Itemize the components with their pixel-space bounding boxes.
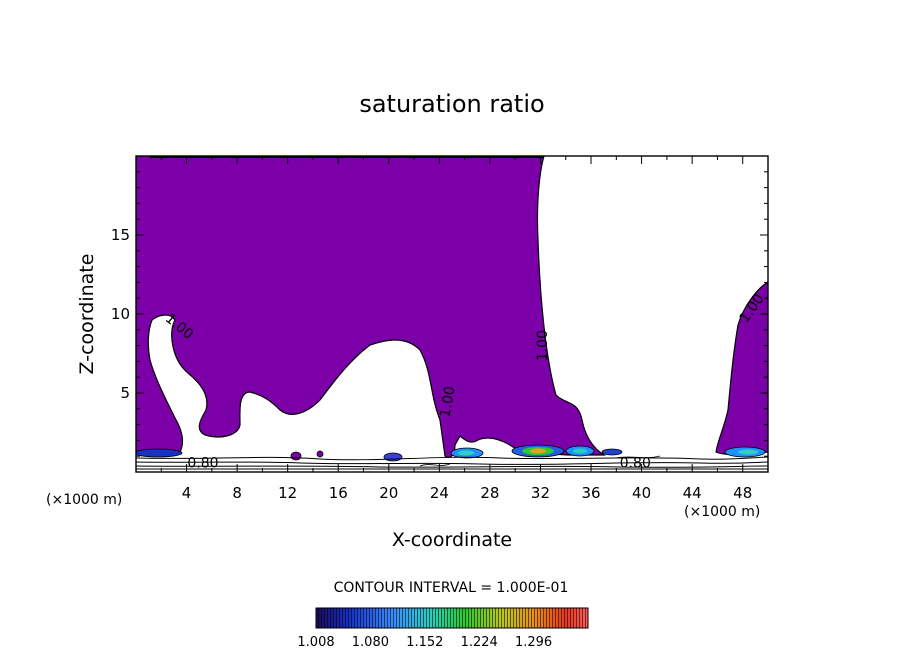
colorbar: 1.008 1.080 1.152 1.224 1.296 [297, 607, 589, 650]
y-axis-label: Z-coordinate [76, 254, 98, 375]
cell-9 [530, 448, 546, 454]
x-tick-label: 44 [683, 484, 702, 502]
cell-3 [316, 450, 324, 458]
colorbar-tick-label: 1.296 [515, 635, 552, 650]
contour-label: 0.80 [187, 455, 218, 471]
y-tick-label: 5 [120, 384, 130, 402]
x-tick-label: 20 [379, 484, 398, 502]
cell-11 [573, 448, 587, 454]
x-tick-label: 4 [182, 484, 192, 502]
cell-4 [383, 452, 403, 462]
saturated-region-main [136, 156, 607, 458]
cell-12 [601, 448, 623, 456]
cell-14 [738, 449, 758, 455]
cell-1 [136, 448, 183, 458]
x-tick-label: 32 [531, 484, 550, 502]
colorbar-tick-label: 1.008 [297, 635, 334, 650]
colorbar-tick-label: 1.080 [352, 635, 389, 650]
y-tick-label: 10 [111, 305, 130, 323]
contour-label: 1.00 [437, 385, 458, 418]
chart-title: saturation ratio [359, 90, 544, 118]
colorbar-tick-label: 1.152 [406, 635, 443, 650]
cell-6 [458, 450, 474, 456]
x-tick-label: 24 [430, 484, 449, 502]
x-tick-label: 28 [480, 484, 499, 502]
contour-interval-label: CONTOUR INTERVAL = 1.000E-01 [334, 580, 569, 596]
x-tick-label: 16 [329, 484, 348, 502]
x-tick-label: 8 [232, 484, 242, 502]
y-tick-label: 15 [111, 226, 130, 244]
contour-label: 1.00 [535, 330, 551, 361]
colorbar-stripes [316, 608, 588, 628]
surface-contour-lines [136, 455, 768, 470]
x-tick-label: 40 [632, 484, 651, 502]
x-unit-left: (×1000 m) [46, 492, 122, 508]
colorbar-tick-label: 1.224 [461, 635, 498, 650]
x-tick-label: 48 [733, 484, 752, 502]
colorbar-ticks: 1.008 1.080 1.152 1.224 1.296 [297, 635, 552, 650]
cell-2 [290, 451, 302, 461]
x-tick-label: 36 [581, 484, 600, 502]
colorbar-frame [315, 607, 589, 629]
x-tick-label: 12 [278, 484, 297, 502]
contour-label: 0.80 [620, 455, 651, 471]
x-unit-right: (×1000 m) [684, 504, 760, 520]
x-axis-label: X-coordinate [392, 529, 512, 551]
contour-fill-group [136, 156, 768, 470]
